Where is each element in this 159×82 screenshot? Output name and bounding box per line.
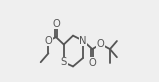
Text: O: O	[45, 36, 52, 46]
Text: O: O	[52, 19, 60, 29]
Text: O: O	[88, 58, 96, 68]
Text: N: N	[79, 36, 87, 46]
Text: O: O	[97, 39, 105, 49]
Text: S: S	[61, 57, 67, 67]
